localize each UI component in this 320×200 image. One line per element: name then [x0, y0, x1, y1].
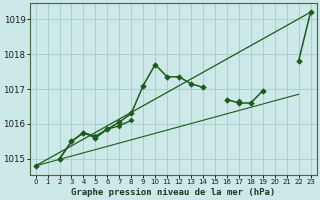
X-axis label: Graphe pression niveau de la mer (hPa): Graphe pression niveau de la mer (hPa) — [71, 188, 275, 197]
